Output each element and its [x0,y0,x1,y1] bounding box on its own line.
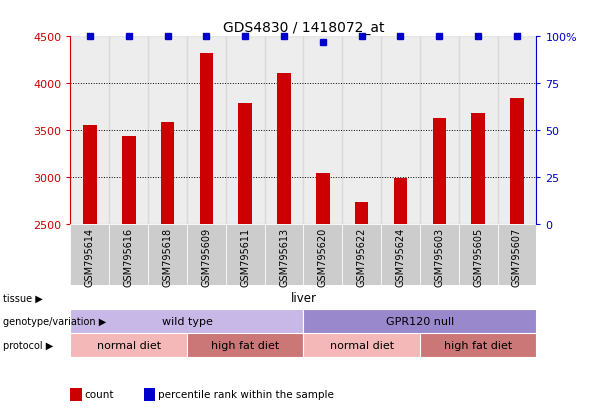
Bar [303,310,536,333]
Bar [420,224,459,286]
Bar [303,224,342,286]
Title: GDS4830 / 1418072_at: GDS4830 / 1418072_at [223,21,384,35]
Bar [303,333,420,357]
Text: GSM795614: GSM795614 [85,228,95,287]
Bar [226,37,265,224]
Bar [161,122,174,224]
Bar [200,54,213,224]
Text: percentile rank within the sample: percentile rank within the sample [158,389,334,399]
Bar [498,224,536,286]
Text: high fat diet: high fat diet [444,340,512,350]
Text: GSM795613: GSM795613 [279,228,289,287]
Text: GSM795618: GSM795618 [162,228,172,287]
Bar [342,37,381,224]
Bar [381,224,420,286]
Bar [381,37,420,224]
Text: GSM795607: GSM795607 [512,228,522,287]
Text: GSM795603: GSM795603 [435,228,444,287]
Text: wild type: wild type [162,316,212,327]
Text: count: count [85,389,114,399]
Text: tissue ▶: tissue ▶ [3,293,43,303]
Bar [342,224,381,286]
Bar [238,104,252,224]
Bar [122,136,135,224]
Bar [303,37,342,224]
Text: protocol ▶: protocol ▶ [3,340,53,350]
Bar [187,333,303,357]
Bar [148,37,187,224]
Bar [109,224,148,286]
Text: liver: liver [291,291,316,304]
Bar [265,224,303,286]
Text: GPR120 null: GPR120 null [386,316,454,327]
Bar [109,37,148,224]
Text: high fat diet: high fat diet [211,340,280,350]
Bar [433,119,446,224]
Bar [265,37,303,224]
Text: GSM795605: GSM795605 [473,228,483,287]
Text: GSM795611: GSM795611 [240,228,250,287]
Bar [187,224,226,286]
Bar [70,310,303,333]
Bar [70,224,109,286]
Text: genotype/variation ▶: genotype/variation ▶ [3,316,106,327]
Bar [83,126,97,224]
Text: normal diet: normal diet [97,340,161,350]
Bar [459,224,498,286]
Bar [355,203,368,224]
Bar [420,37,459,224]
Text: GSM795624: GSM795624 [395,228,405,287]
Text: GSM795616: GSM795616 [124,228,134,287]
Bar [459,37,498,224]
Bar [510,99,524,224]
Bar [471,114,485,224]
Bar [394,178,407,224]
Bar [148,224,187,286]
Text: GSM795609: GSM795609 [202,228,211,287]
Bar [498,37,536,224]
Bar [70,37,109,224]
Text: GSM795620: GSM795620 [318,228,328,287]
Bar [187,37,226,224]
Text: GSM795622: GSM795622 [357,228,367,287]
Bar [316,174,330,224]
Text: normal diet: normal diet [330,340,394,350]
Bar [420,333,536,357]
Bar [277,74,291,224]
Bar [70,333,187,357]
Bar [226,224,265,286]
